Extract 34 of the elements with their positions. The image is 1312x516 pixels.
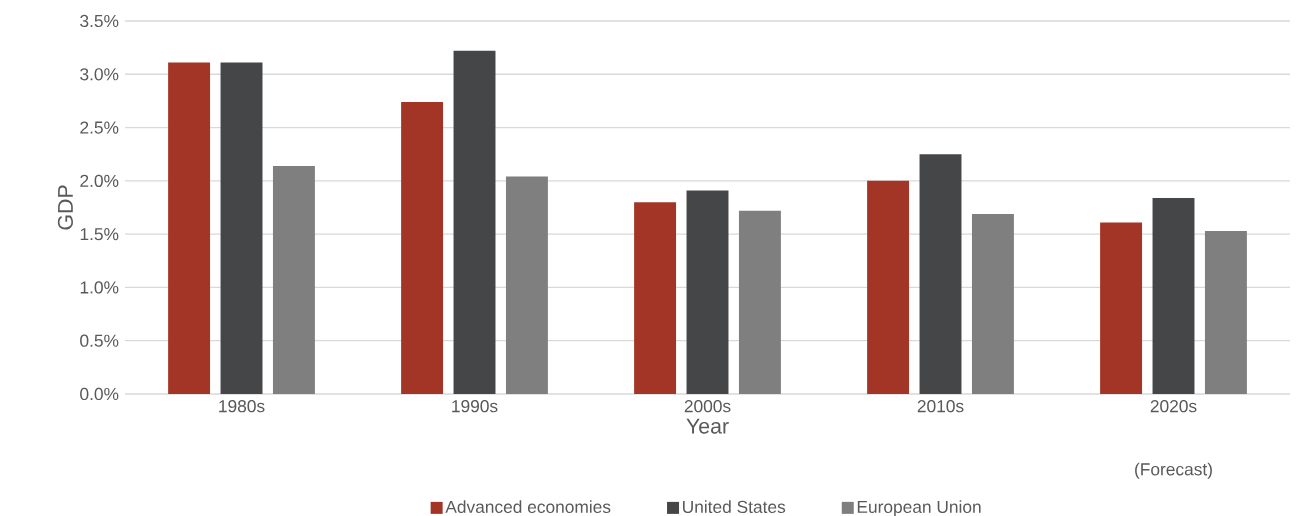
text: (Forecast) [1135, 462, 1212, 479]
y-tick-label: 2.5% [80, 121, 119, 134]
x-tick-label: 1980s [219, 400, 265, 413]
y-tick-label: 0.5% [80, 334, 119, 347]
y-tick-label: 1.0% [80, 281, 119, 294]
bar [505, 176, 548, 394]
bar [971, 213, 1014, 394]
legend-label: United States [683, 500, 786, 514]
y-tick-label: 0.0% [80, 387, 119, 401]
x-tick-label: 1990s [452, 400, 498, 413]
x-axis-title: Year [686, 418, 729, 434]
bar [1152, 197, 1195, 394]
x-tick-label: 2020s [1150, 400, 1197, 413]
y-tick-label: 2.0% [80, 174, 119, 187]
y-tick-label: 3.5% [80, 14, 119, 28]
legend-label: European Union [857, 500, 981, 516]
bar [272, 165, 315, 394]
bar [453, 50, 496, 394]
bar [1100, 222, 1143, 394]
bar [401, 101, 444, 394]
x-tick-label: 2010s [917, 400, 964, 413]
y-tick-label: 1.5% [80, 228, 119, 241]
bar [686, 190, 729, 394]
bar [220, 62, 263, 394]
bar [634, 202, 677, 394]
x-tick-label: 2000s [684, 400, 731, 413]
y-tick-label: 3.0% [80, 68, 119, 81]
bar [1204, 230, 1247, 394]
bar [168, 62, 211, 394]
y-axis-title: GDP [57, 185, 73, 230]
bar [867, 180, 910, 394]
legend-label: Advanced economies [445, 500, 611, 514]
bar [919, 154, 962, 394]
bar [738, 210, 781, 394]
